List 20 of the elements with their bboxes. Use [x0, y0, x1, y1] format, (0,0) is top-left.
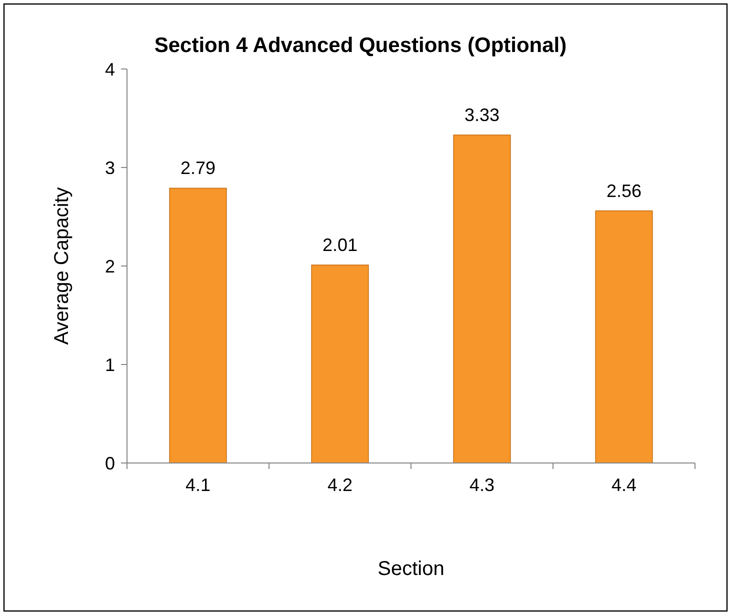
data-label: 2.01 — [322, 235, 358, 256]
x-tick-label: 4.3 — [469, 475, 495, 495]
x-tick-label: 4.4 — [611, 475, 637, 495]
y-tick-label: 4 — [104, 59, 115, 80]
y-tick-label: 1 — [104, 354, 115, 375]
y-tick-label: 3 — [104, 158, 115, 178]
y-tick-label: 0 — [104, 453, 115, 474]
x-tick-label: 4.2 — [327, 475, 353, 495]
bar — [169, 188, 227, 464]
bar — [311, 264, 369, 464]
y-axis-title: Average Capacity — [51, 187, 73, 345]
x-tick-label: 4.1 — [185, 475, 211, 495]
y-tick-label: 2 — [104, 256, 115, 276]
chart-title: Section 4 Advanced Questions (Optional) — [154, 34, 567, 57]
x-axis-title: Section — [378, 558, 444, 580]
data-label: 3.33 — [464, 104, 500, 125]
bar — [595, 210, 653, 464]
data-label: 2.56 — [606, 180, 642, 201]
bar — [453, 134, 511, 464]
data-label: 2.79 — [180, 158, 216, 178]
